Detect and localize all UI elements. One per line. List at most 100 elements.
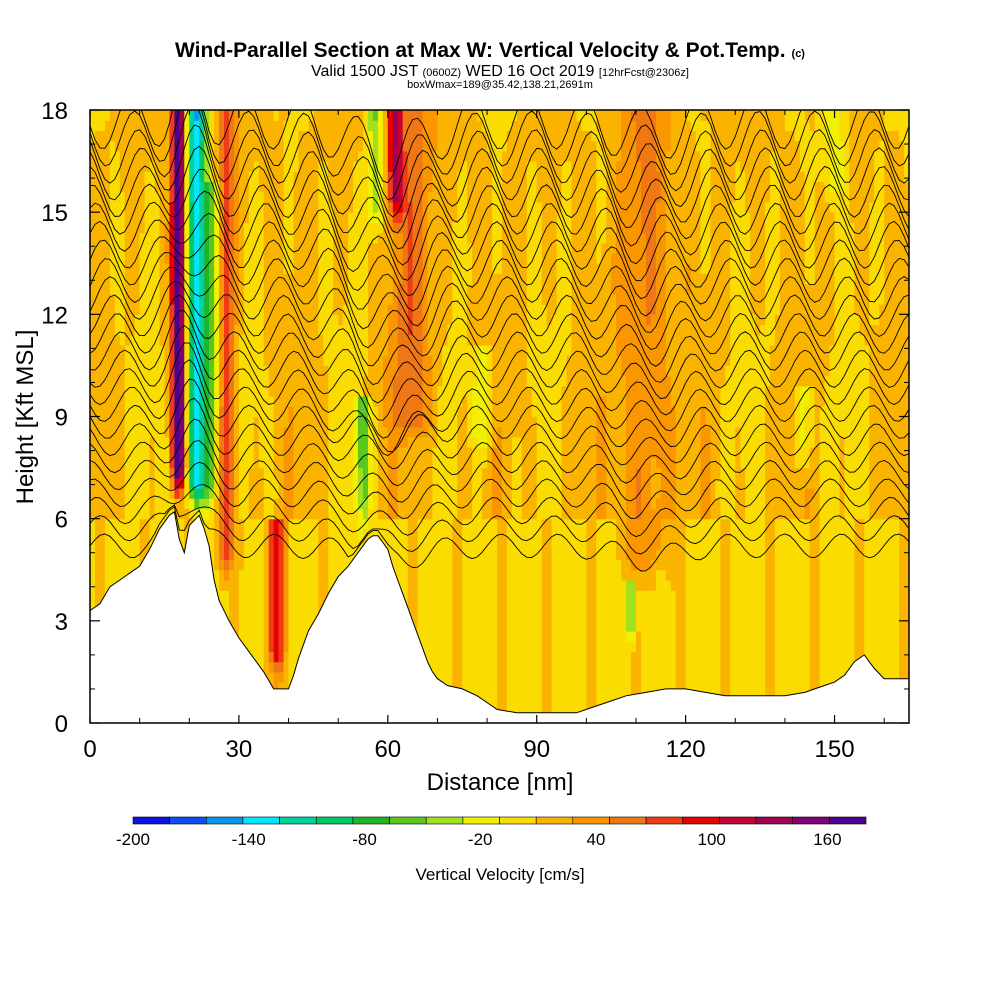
heat-cell [477,436,483,448]
heat-cell [432,396,439,407]
heat-cell [209,436,215,448]
heat-cell [273,150,280,162]
heat-cell [174,120,180,131]
heat-cell [417,283,424,295]
heat-cell [159,263,166,274]
heat-cell [134,385,141,397]
heat-cell [387,120,394,131]
heat-cell [323,273,329,285]
heat-cell [447,222,453,234]
heat-cell [323,110,329,121]
heat-cell [263,498,270,509]
heat-cell [199,161,205,172]
heat-cell [119,201,126,213]
heat-cell [477,488,483,499]
heat-cell [328,498,334,509]
heat-cell [432,120,439,131]
heat-cell [109,457,116,469]
heat-cell [353,110,359,121]
heat-cell [199,477,205,489]
heat-cell [477,467,483,479]
heat-cell [338,150,344,162]
heat-cell [95,508,101,520]
heat-cell [402,488,409,499]
heat-cell [238,539,245,550]
heat-cell [229,212,235,223]
heat-cell [99,181,106,193]
heat-cell [377,222,384,234]
heat-cell [452,263,458,274]
heat-cell [273,232,280,244]
heat-cell [313,293,319,305]
heat-cell [382,477,389,489]
heat-cell [273,181,280,193]
heat-cell [90,334,96,346]
heat-cell [119,365,126,377]
heat-cell [407,191,414,203]
heat-cell [268,477,275,489]
heat-cell [159,201,166,213]
heat-cell [472,590,478,601]
heat-cell [323,436,329,448]
heat-cell [214,559,220,571]
heat-cell [174,345,180,356]
heat-cell [402,293,409,305]
heat-cell [487,580,493,591]
heat-cell [268,436,275,448]
heat-cell [333,314,339,326]
heat-cell [268,293,275,305]
heat-cell [114,426,121,438]
heat-cell [387,436,394,448]
heat-cell [313,518,319,530]
heat-cell [169,253,175,264]
heat-cell [149,242,156,254]
heat-cell [328,324,334,336]
heat-cell [124,436,131,448]
heat-cell [293,130,300,142]
heat-cell [109,345,116,356]
heat-cell [214,508,220,520]
heat-cell [204,191,210,203]
heat-cell [144,488,151,499]
heat-cell [90,457,96,469]
heat-cell [303,559,309,571]
heat-cell [278,140,285,152]
heat-cell [219,201,225,213]
heat-cell [99,569,106,581]
heat-cell [392,304,399,315]
heat-cell [283,324,290,336]
heat-cell [248,110,255,121]
heat-cell [179,426,185,438]
heat-cell [452,620,458,632]
heat-cell [95,232,101,244]
heat-cell [353,273,359,285]
chart-subtitle: Valid 1500 JST (0600Z) WED 16 Oct 2019 [… [311,63,689,80]
heat-cell [333,150,339,162]
heat-cell [179,161,185,172]
heat-cell [189,467,195,479]
heat-cell [134,406,141,418]
heat-cell [328,549,334,561]
heat-cell [288,620,295,632]
heat-cell [258,283,265,295]
heat-cell [149,488,156,499]
heat-cell [258,416,265,428]
heat-cell [382,263,389,274]
heat-cell [248,620,255,632]
heat-cell [209,549,215,561]
heat-cell [144,498,151,509]
heat-cell [328,416,334,428]
heat-cell [377,110,384,121]
heat-cell [308,201,314,213]
heat-cell [313,161,319,172]
heat-cell [417,110,424,121]
heat-cell [323,426,329,438]
heat-cell [333,406,339,418]
heat-cell [90,549,96,561]
heat-cell [238,161,245,172]
heat-cell [224,140,230,152]
heat-cell [323,181,329,193]
heat-cell [179,539,185,550]
heat-cell [447,671,453,683]
heat-cell [119,396,126,407]
